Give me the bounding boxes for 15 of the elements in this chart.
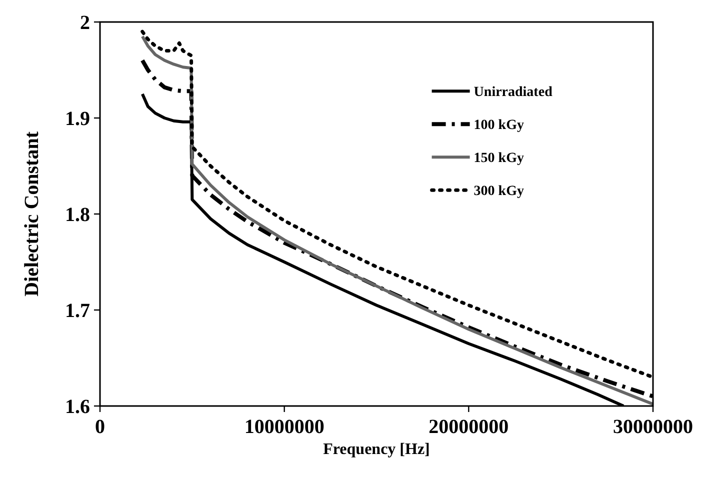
x-tick-label: 20000000	[428, 416, 509, 438]
y-tick-label: 1.8	[65, 204, 90, 226]
y-tick-label: 1.9	[65, 108, 90, 130]
legend-label: 150 kGy	[474, 151, 524, 166]
legend-label: Unirradiated	[474, 85, 553, 100]
x-tick-label: 30000000	[613, 416, 693, 438]
legend-label: 100 kGy	[474, 118, 524, 134]
x-tick-label: 10000000	[244, 416, 324, 438]
legend-label: 300 kGy	[474, 184, 524, 200]
x-tick-label: 0	[95, 416, 105, 438]
x-axis-title: Frequency [Hz]	[323, 441, 430, 458]
y-tick-label: 2	[80, 12, 90, 34]
y-tick-label: 1.6	[65, 396, 90, 418]
y-tick-label: 1.7	[65, 300, 90, 322]
y-axis-title: Dielectric Constant	[21, 131, 43, 296]
